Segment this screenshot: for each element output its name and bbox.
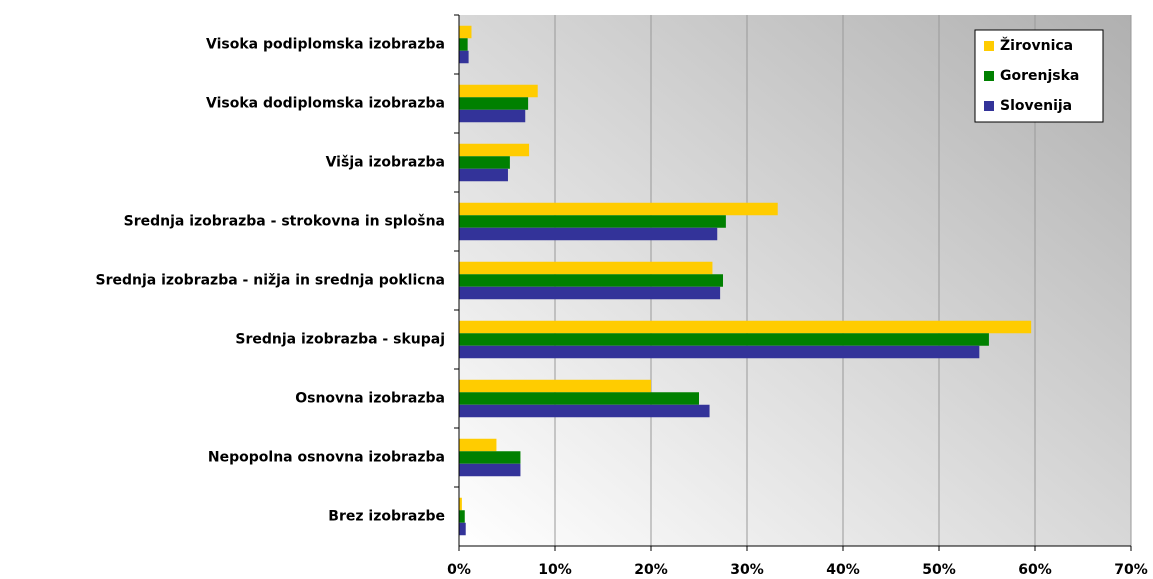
y-tick-label: Osnovna izobrazba [295,391,445,407]
bar [459,438,497,452]
legend-label: Gorenjska [1000,68,1079,84]
legend-swatch [984,101,994,111]
legend-label: Slovenija [1000,98,1072,114]
bar [459,345,980,359]
bar [459,510,465,523]
bar [459,392,699,405]
bar [459,333,989,346]
x-tick-label: 70% [1114,562,1148,578]
legend-box [974,29,1104,123]
bar [459,261,713,275]
x-tick-label: 40% [826,562,860,578]
y-tick-label: Nepopolna osnovna izobrazba [208,450,445,466]
bar [459,156,510,169]
legend-swatch [984,71,994,81]
y-tick-label: Srednja izobrazba - nižja in srednja pok… [96,273,445,289]
bar [459,97,529,110]
legend-swatch [984,41,994,51]
bar [459,227,718,241]
y-tick-label: Visoka podiplomska izobrazba [206,37,445,53]
x-tick-label: 50% [922,562,956,578]
y-tick-label: Visoka dodiplomska izobrazba [206,96,445,112]
bar [459,286,721,300]
bar [459,109,526,123]
bar [459,215,726,228]
bar [459,404,710,418]
bar [459,84,538,98]
bar [459,143,530,157]
x-tick-label: 30% [730,562,764,578]
y-tick-label: Srednja izobrazba - strokovna in splošna [124,214,445,230]
x-tick-label: 60% [1018,562,1052,578]
y-tick-label: Brez izobrazbe [328,509,445,525]
bar [459,522,466,536]
x-tick-label: 20% [634,562,668,578]
bar [459,320,1032,334]
bar [459,497,462,511]
y-tick-label: Srednja izobrazba - skupaj [235,332,445,348]
bar [459,25,472,39]
bar [459,202,778,216]
legend-label: Žirovnica [1000,37,1073,54]
y-tick-label: Višja izobrazba [326,155,445,171]
bar [459,50,469,64]
bar [459,38,468,51]
bar [459,379,651,393]
bar [459,274,723,287]
bar [459,451,521,464]
x-tick-label: 10% [538,562,572,578]
bar [459,168,508,182]
x-tick-label: 0% [447,562,471,578]
bar [459,463,521,477]
